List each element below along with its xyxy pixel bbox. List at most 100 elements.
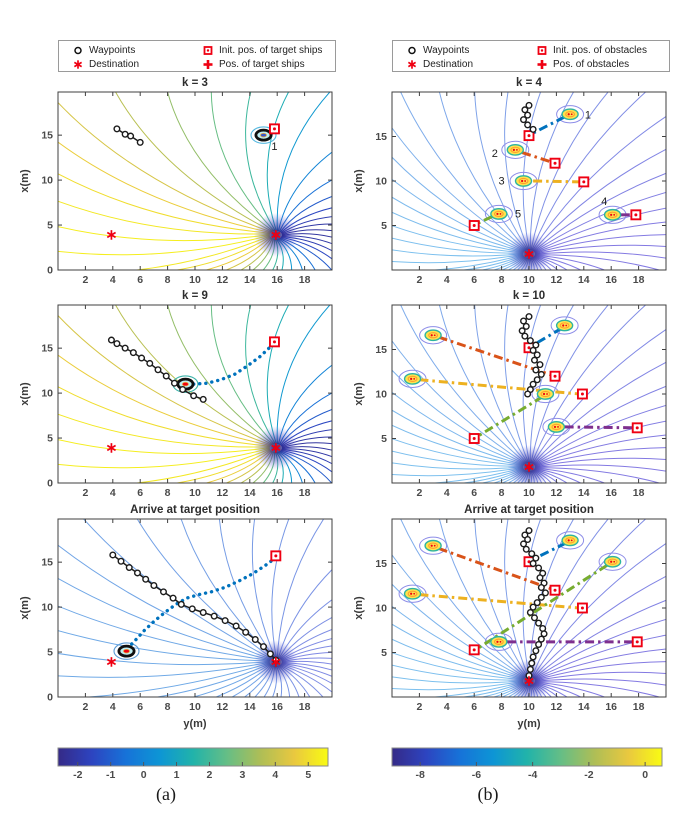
legend-item-label: Init. pos. of obstacles (553, 44, 647, 56)
waypoint-marker (529, 603, 537, 611)
obstacle-motion-dash (564, 425, 635, 430)
waypoint-marker (117, 557, 125, 565)
x-tick-label: 8 (499, 487, 505, 499)
obstacle-glyph (403, 372, 422, 385)
x-tick-label: 2 (82, 487, 88, 499)
waypoint-marker (113, 340, 121, 348)
x-tick-label: 10 (189, 487, 201, 499)
y-tick-label: 15 (375, 131, 387, 143)
waypoint-marker (535, 619, 543, 627)
axes: 2 4 6 8 10 12 14 16 18 0 5 10 15 (41, 304, 333, 499)
waypoint-marker (524, 390, 532, 398)
init-position-square-marker (270, 550, 282, 562)
waypoint-marker (199, 395, 207, 403)
obstacle-contour-ring (501, 140, 530, 159)
y-tick-label: 5 (381, 220, 387, 232)
y-tick-label: 5 (381, 647, 387, 659)
y-axis-label: x(m) (19, 382, 31, 406)
contour-plot-b3: 2 4 6 8 10 12 14 16 18 5 10 15 Arrive at target posi… (353, 504, 667, 730)
x-tick-label: 16 (271, 701, 283, 713)
obstacle-motion-dash (419, 378, 580, 396)
x-tick-label: 6 (471, 274, 477, 286)
waypoint-marker (535, 564, 543, 572)
obstacle-motion-dash (531, 115, 566, 136)
ship-contour-ring (113, 642, 140, 660)
colorbar-tick-label: 5 (305, 769, 311, 781)
waypoint-marker (179, 386, 187, 394)
waypoint-marker (533, 599, 541, 607)
obstacle-glyph (403, 587, 422, 600)
obstacle-glyph: 3 (499, 175, 533, 188)
obstacle-number-label: 4 (601, 196, 607, 208)
plot-title: Arrive at target position (464, 504, 594, 516)
waypoint-marker (530, 356, 538, 364)
x-tick-label: 10 (523, 701, 535, 713)
contour-lines (58, 92, 332, 270)
destination-asterisk-icon (271, 657, 281, 667)
init-position-square-marker (549, 370, 561, 382)
caption-a: (a) (156, 784, 176, 804)
y-tick-label: 10 (375, 389, 387, 401)
obstacle-motion-dash (531, 541, 567, 562)
waypoint-marker (533, 351, 541, 359)
legend-item: Destination (67, 58, 139, 71)
x-tick-label: 14 (578, 701, 590, 713)
y-tick-label: 15 (375, 558, 387, 570)
x-tick-label: 10 (523, 487, 535, 499)
caption-b: (b) (477, 784, 499, 804)
x-tick-label: 14 (244, 274, 256, 286)
x-tick-label: 4 (444, 274, 450, 286)
colorbar-tick-label: 0 (141, 769, 147, 781)
legend-item: Init. pos. of target ships (197, 44, 322, 57)
colorbar-tick-label: 1 (174, 769, 180, 781)
waypoint-marker (266, 650, 274, 658)
colorbar-tick-label: -2 (73, 769, 82, 781)
x-tick-label: 14 (578, 274, 590, 286)
y-axis-label: x(m) (353, 596, 365, 620)
obstacle-motion-dash (476, 395, 544, 439)
waypoint-marker (242, 628, 250, 636)
x-tick-label: 12 (551, 274, 563, 286)
destination-asterisk-icon (271, 443, 281, 453)
waypoint-marker (529, 653, 537, 661)
contour-lines (58, 519, 332, 697)
init-position-square-marker (523, 130, 535, 142)
plot-title: k = 4 (516, 77, 543, 89)
x-tick-label: 12 (551, 701, 563, 713)
obstacle-contour-ring (556, 531, 585, 550)
target-ship-glyph (117, 644, 136, 658)
waypoint-marker (136, 138, 144, 146)
waypoint-marker (536, 574, 544, 582)
x-tick-label: 4 (110, 701, 116, 713)
colorbar-b: -8 -6 -4 -2 0 (391, 747, 663, 781)
x-tick-label: 18 (633, 701, 645, 713)
init-position-square-marker (578, 176, 590, 188)
x-tick-label: 18 (299, 274, 311, 286)
obstacle-contour-ring (550, 316, 579, 335)
y-tick-label: 10 (375, 603, 387, 615)
x-tick-label: 4 (444, 701, 450, 713)
obstacle-number-label: 3 (499, 176, 505, 188)
colorbar-tick-label: 4 (272, 769, 278, 781)
destination-asterisk-icon (407, 60, 417, 69)
waypoint-marker (530, 614, 538, 622)
waypoint-marker (113, 125, 121, 133)
waypoint-marker (146, 359, 154, 367)
x-tick-label: 14 (244, 701, 256, 713)
x-tick-label: 8 (165, 701, 171, 713)
colorbar-tick-label: 2 (207, 769, 213, 781)
x-tick-label: 2 (416, 701, 422, 713)
init-position-square-marker (468, 220, 480, 231)
y-tick-label: 10 (41, 175, 53, 187)
legend-item: Pos. of target ships (197, 58, 305, 71)
y-tick-label: 5 (47, 433, 53, 445)
y-tick-label: 15 (41, 343, 53, 355)
waypoint-marker (528, 659, 536, 667)
pursuit-dotted-path (127, 555, 278, 649)
waypoint-marker (525, 527, 533, 535)
x-axis-label: y(m) (183, 718, 207, 730)
waypoint-marker (522, 545, 530, 553)
x-tick-label: 16 (605, 701, 617, 713)
y-tick-label: 10 (41, 388, 53, 400)
